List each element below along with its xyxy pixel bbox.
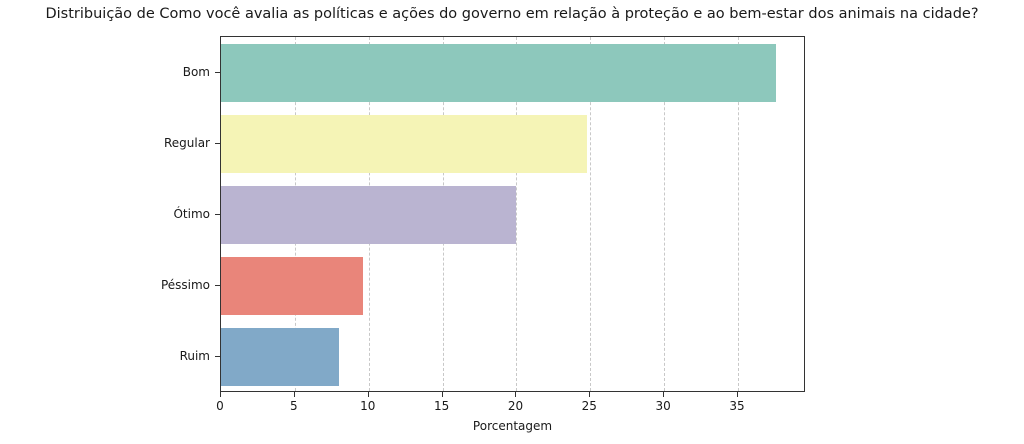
x-tick-label: 20 <box>507 399 524 413</box>
gridline-x <box>664 37 666 391</box>
x-tick-mark <box>367 392 369 397</box>
x-tick-mark <box>663 392 665 397</box>
x-tick-label: 10 <box>360 399 376 413</box>
y-tick-mark <box>215 356 220 358</box>
x-tick-mark <box>293 392 295 397</box>
x-tick-label: 0 <box>216 399 224 413</box>
bar-péssimo <box>221 257 363 316</box>
x-tick-mark <box>220 392 221 397</box>
chart-title: Distribuição de Como você avalia as polí… <box>45 6 979 22</box>
bar-ruim <box>221 328 340 387</box>
y-tick-label: Regular <box>163 135 210 150</box>
plot-area <box>220 36 805 392</box>
y-tick-mark <box>215 214 220 215</box>
y-tick-mark <box>215 285 220 287</box>
x-tick-label: 15 <box>433 399 450 413</box>
y-tick-mark <box>215 71 220 73</box>
bar-regular <box>221 114 588 173</box>
gridline-x <box>738 37 740 391</box>
x-tick-mark <box>515 392 517 397</box>
y-tick-label: Péssimo <box>160 278 210 293</box>
x-tick-mark <box>589 392 591 397</box>
x-tick-label: 25 <box>581 399 597 413</box>
y-tick-label: Ótimo <box>173 207 210 221</box>
y-tick-label: Ruim <box>179 349 210 364</box>
x-tick-label: 35 <box>729 399 745 413</box>
y-tick-label: Bom <box>182 64 210 79</box>
gridline-x <box>590 37 592 391</box>
x-tick-mark <box>737 392 739 397</box>
bar-ótimo <box>221 186 517 244</box>
x-axis-title: Porcentagem <box>472 419 553 433</box>
y-tick-mark <box>215 142 220 144</box>
bar-bom <box>221 43 777 102</box>
x-tick-label: 30 <box>655 399 671 413</box>
x-tick-mark <box>441 392 443 397</box>
x-tick-label: 5 <box>290 399 298 413</box>
gridline-x <box>516 37 518 391</box>
